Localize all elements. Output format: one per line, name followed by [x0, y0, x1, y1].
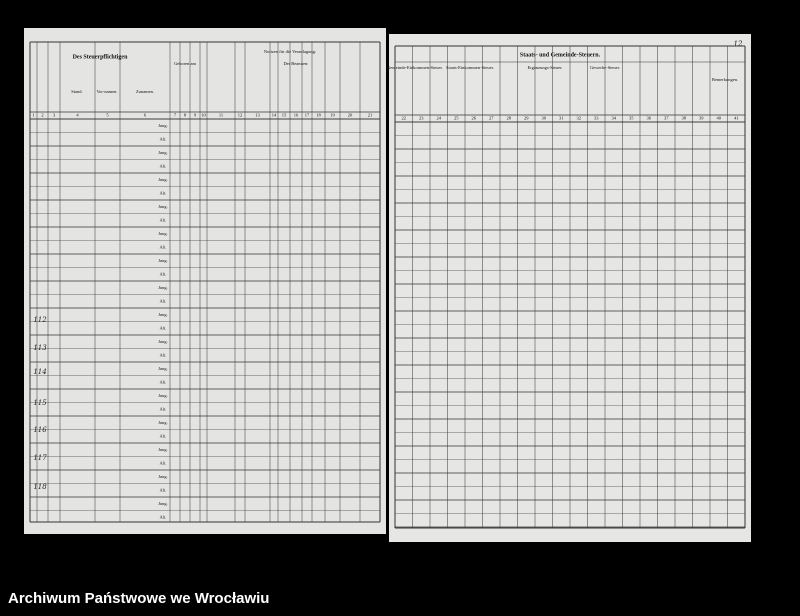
column-number: 41 — [734, 116, 739, 121]
column-number: 38 — [682, 116, 687, 121]
column-header: Bemerkungen. — [712, 77, 738, 82]
column-number: 8 — [184, 113, 187, 118]
row-mark: Alt. — [160, 299, 167, 304]
column-number: 25 — [454, 116, 459, 121]
column-number: 18 — [316, 113, 321, 118]
column-number: 3 — [53, 113, 56, 118]
row-mark: Jung. — [158, 474, 168, 479]
column-header: Stand. — [71, 89, 82, 94]
row-mark: Jung. — [158, 123, 168, 128]
column-number: 16 — [294, 113, 299, 118]
row-mark: Jung. — [158, 447, 168, 452]
row-mark: Jung. — [158, 501, 168, 506]
column-number: 26 — [472, 116, 477, 121]
column-header: Ergänzungs-Steuer. — [527, 65, 562, 70]
column-number: 35 — [629, 116, 634, 121]
row-mark: Jung. — [158, 420, 168, 425]
row-mark: Alt. — [160, 380, 167, 385]
entry-number: 112 — [33, 316, 47, 324]
page-number: 12 — [734, 40, 743, 48]
entry-number: 117 — [33, 454, 47, 462]
column-header: Der Beamten: — [283, 61, 308, 66]
row-mark: Alt. — [160, 272, 167, 277]
archive-footer: Archiwum Państwowe we Wrocławiu — [8, 590, 269, 607]
column-number: 19 — [330, 113, 335, 118]
entry-number: 118 — [33, 483, 47, 491]
column-header: Gemeinde-Einkommen-Steuer. — [387, 65, 443, 70]
column-number: 32 — [577, 116, 582, 121]
column-number: 11 — [219, 113, 223, 118]
row-mark: Jung. — [158, 285, 168, 290]
column-number: 31 — [559, 116, 564, 121]
entry-number: 116 — [33, 426, 47, 434]
column-number: 28 — [507, 116, 512, 121]
left-heading: Des Steuerpflichtigen — [73, 54, 128, 60]
row-mark: Alt. — [160, 137, 167, 142]
row-mark: Alt. — [160, 488, 167, 493]
column-number: 15 — [282, 113, 287, 118]
column-number: 6 — [144, 113, 147, 118]
column-header: Staats-Einkommen-Steuer. — [446, 65, 494, 70]
row-mark: Jung. — [158, 258, 168, 263]
row-mark: Jung. — [158, 204, 168, 209]
row-mark: Jung. — [158, 177, 168, 182]
column-number: 23 — [419, 116, 424, 121]
column-number: 1 — [32, 113, 34, 118]
entry-number: 113 — [33, 344, 47, 352]
column-number: 12 — [238, 113, 243, 118]
row-mark: Alt. — [160, 218, 167, 223]
row-mark: Alt. — [160, 353, 167, 358]
column-number: 27 — [489, 116, 494, 121]
row-mark: Alt. — [160, 407, 167, 412]
row-mark: Jung. — [158, 312, 168, 317]
row-mark: Alt. — [160, 191, 167, 196]
column-header: Zunamen. — [136, 89, 154, 94]
row-mark: Alt. — [160, 164, 167, 169]
row-mark: Jung. — [158, 339, 168, 344]
column-number: 37 — [664, 116, 669, 121]
row-mark: Alt. — [160, 515, 167, 520]
column-number: 2 — [41, 113, 43, 118]
column-number: 40 — [717, 116, 722, 121]
column-number: 29 — [524, 116, 529, 121]
column-number: 22 — [402, 116, 407, 121]
column-number: 21 — [368, 113, 373, 118]
right-heading: Staats- und Gemeinde-Steuern. — [520, 52, 601, 58]
column-number: 34 — [612, 116, 617, 121]
column-number: 14 — [272, 113, 277, 118]
column-header: Geboren am — [174, 61, 197, 66]
row-mark: Alt. — [160, 434, 167, 439]
column-number: 36 — [647, 116, 652, 121]
row-mark: Jung. — [158, 150, 168, 155]
row-mark: Alt. — [160, 245, 167, 250]
column-number: 10 — [201, 113, 206, 118]
column-number: 9 — [194, 113, 197, 118]
row-mark: Jung. — [158, 366, 168, 371]
entry-number: 114 — [33, 368, 46, 376]
row-mark: Jung. — [158, 231, 168, 236]
column-number: 39 — [699, 116, 704, 121]
entry-number: 115 — [33, 399, 47, 407]
column-number: 7 — [174, 113, 177, 118]
row-mark: Alt. — [160, 461, 167, 466]
column-number: 33 — [594, 116, 599, 121]
column-number: 20 — [348, 113, 353, 118]
row-mark: Alt. — [160, 326, 167, 331]
column-number: 24 — [437, 116, 442, 121]
column-number: 17 — [305, 113, 310, 118]
column-number: 5 — [106, 113, 109, 118]
row-mark: Jung. — [158, 393, 168, 398]
column-header: Vor-namen. — [97, 89, 118, 94]
column-number: 13 — [255, 113, 260, 118]
column-number: 4 — [76, 113, 79, 118]
column-number: 30 — [542, 116, 547, 121]
